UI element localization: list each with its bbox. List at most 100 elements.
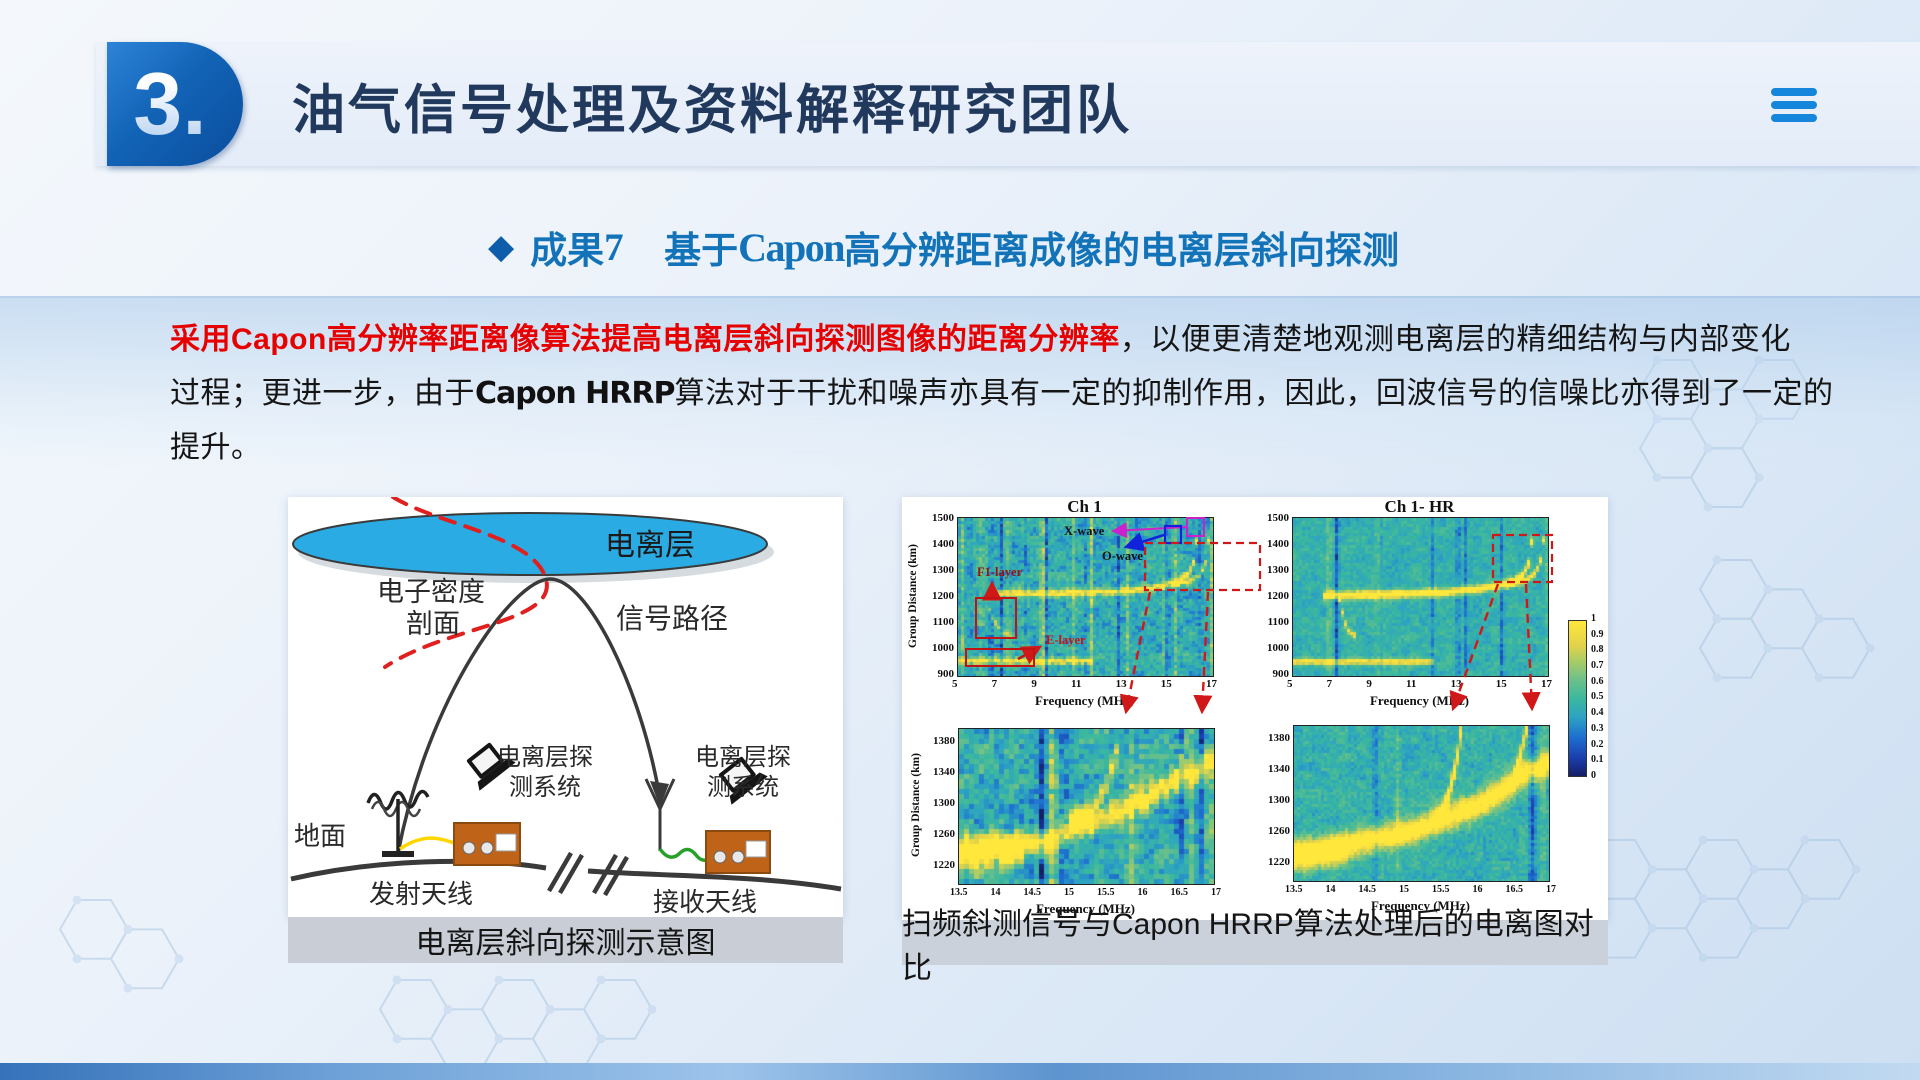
tick-label: 15.5 [1097, 887, 1115, 898]
e-layer-label: E-layer [1046, 633, 1086, 647]
tick-label: 15 [1160, 678, 1172, 690]
ionosphere-diagram: 电离层 电子密度 剖面 信号路径 电离层探 测系统 电离层探 测系统 地面 发射… [290, 495, 842, 917]
tick-label: 1400 [932, 538, 954, 550]
tick-label: 0.5 [1591, 691, 1604, 703]
result-number: 7 [604, 225, 624, 269]
paragraph-line-3: 提升。 [170, 422, 262, 466]
signal-arrowhead [650, 781, 669, 807]
highlighted-text: 采用Capon高分辨率距离像算法提高电离层斜向探测图像的距离分辨率 [170, 323, 1120, 356]
slide-number: 3. [133, 54, 207, 153]
owave-arrow [1123, 532, 1165, 552]
tick-label: 13 [1115, 678, 1127, 690]
tick-label: 14.5 [1023, 887, 1042, 898]
y-axis-ticks: 1500 1400 1300 1200 1100 1000 900 [1245, 512, 1289, 680]
rx-system-label-2: 测系统 [707, 774, 779, 801]
tick-label: 0.1 [1591, 754, 1604, 766]
tick-label: 1100 [1267, 616, 1289, 628]
owave-label: O-wave [1102, 549, 1143, 563]
tx-laptop-icon [466, 742, 516, 791]
hamburger-menu-icon[interactable] [1771, 88, 1817, 122]
paragraph-band [0, 296, 1920, 468]
tick-label: 1340 [1268, 763, 1290, 775]
f1-layer-label: F1-layer [977, 565, 1023, 579]
zoom-region-box-ch1 [1143, 541, 1262, 592]
tick-label: 0.8 [1591, 644, 1604, 656]
tick-label: 1380 [1268, 732, 1290, 744]
slide-number-badge: 3. [107, 42, 243, 166]
antenna-coil-2 [370, 800, 422, 818]
tick-label: 9 [1366, 678, 1372, 690]
x-axis-label: Frequency (MHz) [1369, 693, 1470, 708]
body-text: 过程；更进一步，由于 [170, 377, 475, 410]
tick-label: 1500 [1267, 512, 1289, 524]
subtitle-prefix: 基于 [664, 231, 739, 272]
left-figure-panel: 电离层 电子密度 剖面 信号路径 电离层探 测系统 电离层探 测系统 地面 发射… [288, 495, 843, 917]
subtitle-row: ◆ 成果 7 基于 Capon 高分辨距离成像的电离层斜向探测 [488, 220, 1399, 274]
rx-antenna [644, 778, 676, 851]
x-axis-label: Frequency (MHz) [1370, 898, 1471, 913]
rx-laptop-icon [718, 756, 768, 805]
antenna-coil [366, 789, 430, 811]
tick-label: 1500 [932, 512, 954, 524]
paragraph-line-1: 采用Capon高分辨率距离像算法提高电离层斜向探测图像的距离分辨率，以便更清楚地… [170, 314, 1791, 358]
hamburger-bar [1771, 88, 1817, 96]
tick-label: 0.4 [1591, 707, 1604, 719]
tick-label: 1260 [1268, 825, 1290, 837]
tx-antenna-label: 发射天线 [369, 880, 473, 909]
tick-label: 13 [1450, 678, 1462, 690]
tick-label: 1000 [932, 642, 954, 654]
e-arrow [1017, 645, 1043, 665]
header-band [96, 42, 1920, 166]
bottom-accent-strip [0, 1063, 1920, 1080]
tick-label: 900 [937, 668, 955, 680]
tick-label: 0.3 [1591, 722, 1604, 734]
tick-label: 15 [1399, 884, 1409, 895]
tick-label: 1300 [932, 564, 954, 576]
tick-label: 16 [1137, 887, 1148, 898]
tx-system-label-2: 测系统 [509, 774, 581, 801]
capon-hrrp-text: Capon HRRP [475, 376, 675, 411]
x-axis-ticks: 5 7 9 11 13 15 17 [952, 678, 1217, 690]
y-axis-ticks: 1380 1340 1300 1260 1220 [1246, 732, 1290, 868]
tick-label: 13.5 [950, 887, 968, 898]
density-label-1: 电子密度 [377, 577, 485, 607]
tick-label: 1300 [933, 797, 955, 809]
tick-label: 11 [1071, 678, 1082, 690]
tick-label: 0.2 [1591, 738, 1604, 750]
subtitle-capon: Capon [738, 224, 845, 270]
tick-label: 1300 [1268, 794, 1290, 806]
plot-title-ch1hr: Ch 1- HR [1384, 497, 1455, 516]
tick-label: 0 [1591, 769, 1596, 781]
tick-label: 16.5 [1170, 887, 1189, 898]
tick-label: 14.5 [1358, 884, 1377, 895]
annotation-overlay: X-wave O-wave F1-layer E-layer [965, 517, 1554, 715]
density-label-2: 剖面 [406, 609, 460, 639]
f1-box [975, 597, 1017, 639]
xwave-box [1186, 517, 1205, 537]
body-text: 算法对于干扰和噪声亦具有一定的抑制作用，因此，回波信号的信噪比亦得到了一定的 [674, 377, 1834, 410]
result-label: 成果 [530, 231, 605, 272]
x-axis-ticks: 5 7 9 11 13 15 17 [1287, 678, 1552, 690]
break-marks [547, 851, 629, 897]
zoom-guide-line [1193, 591, 1213, 715]
xwave-arrow [1111, 522, 1187, 539]
ionosphere-label: 电离层 [605, 529, 695, 562]
y-axis-ticks: 1500 1400 1300 1200 1100 1000 900 [910, 512, 954, 680]
x-axis-label: Frequency (MHz) [1034, 693, 1135, 708]
rx-cable [658, 847, 711, 863]
heatmap-zoom-ch1hr [1293, 725, 1550, 882]
tick-label: 7 [991, 678, 998, 690]
tick-label: 16.5 [1505, 884, 1524, 895]
signal-path-label: 信号路径 [616, 603, 728, 635]
left-figure-caption: 电离层斜向探测示意图 [288, 917, 843, 963]
tx-system-label-1: 电离层探 [497, 744, 593, 771]
zoom-region-box-ch1hr [1491, 533, 1554, 584]
tick-label: 15 [1064, 887, 1074, 898]
tick-label: 11 [1406, 678, 1417, 690]
body-text: ，以便更清楚地观测电离层的精细结构与内部变化 [1119, 323, 1791, 356]
tick-label: 1 [1591, 613, 1596, 624]
subtitle-rest: 高分辨距离成像的电离层斜向探测 [844, 231, 1400, 272]
ionosphere-ellipse [292, 512, 768, 576]
x-axis-label: Frequency (MHz) [1035, 901, 1136, 916]
